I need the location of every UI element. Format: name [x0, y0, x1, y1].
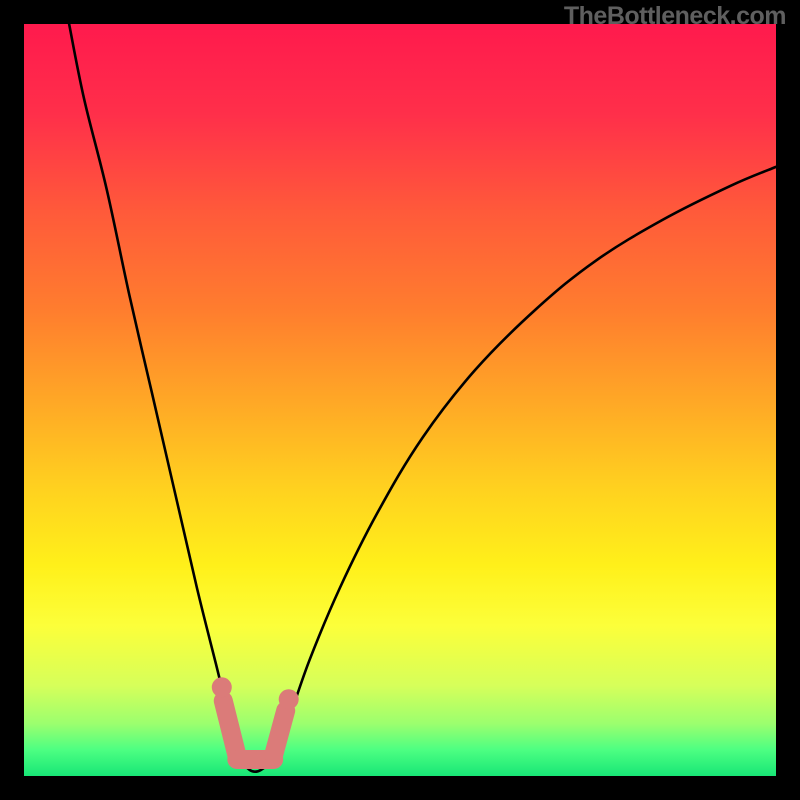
chart-overlay-svg	[0, 0, 800, 800]
gradient-background-rect	[24, 24, 776, 776]
highlight-dot	[279, 689, 299, 709]
highlight-dot	[212, 677, 232, 697]
highlight-segment	[223, 701, 237, 755]
highlight-segment	[274, 711, 286, 755]
watermark-text: TheBottleneck.com	[564, 2, 786, 31]
chart-frame: TheBottleneck.com	[0, 0, 800, 800]
